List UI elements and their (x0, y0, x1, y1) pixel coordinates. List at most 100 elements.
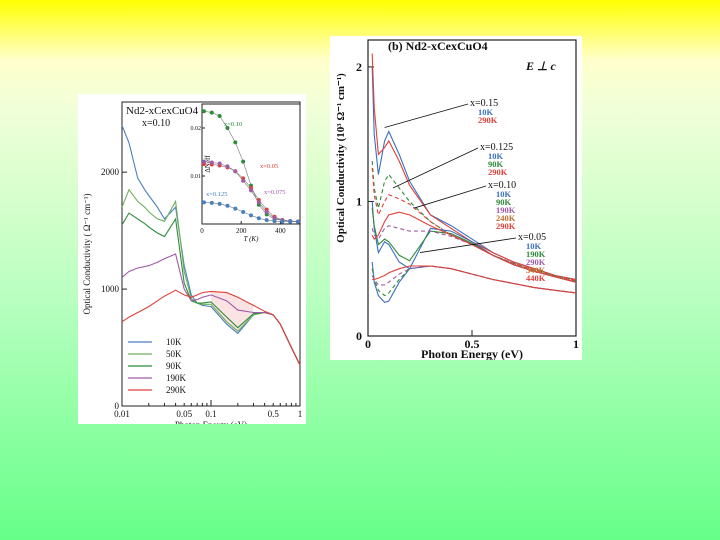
annotation-temp: 440K (526, 273, 546, 283)
annotation-label: x=0.15 (470, 98, 498, 109)
annotation-temp: 240K (496, 213, 516, 223)
inset-point-x=0.10 (233, 140, 238, 145)
series-line-9 (371, 265, 577, 297)
annotation-temp: 290K (478, 115, 498, 125)
inset-y-tick-label: 0.01 (191, 174, 202, 180)
inset-point-x=0.125 (264, 218, 269, 223)
inset-annotation: x=0.05 (260, 163, 278, 170)
inset-point-x=0.075 (209, 160, 214, 165)
inset-frame (201, 103, 301, 225)
inset-point-x=0.125 (288, 219, 293, 224)
series-line-7 (371, 211, 577, 283)
inset-point-x=0.125 (272, 219, 277, 224)
right-chart: 0 0.5 1 0 1 2 Photon Energy (eV) Optical Conduc… (335, 39, 579, 361)
x-tick-label: 0.5 (268, 409, 280, 419)
series-line-190K (121, 253, 301, 366)
x-tick-label: 1 (298, 409, 303, 419)
inset-point-x=0.10 (217, 114, 222, 118)
annotation-temp: 90K (488, 159, 504, 169)
y-tick-label: 2000 (101, 167, 120, 177)
inset-point-x=0.10 (225, 126, 230, 130)
series-line-3 (371, 167, 577, 282)
annotation-arrow (392, 147, 479, 189)
inset-point-x=0.10 (201, 109, 206, 114)
series-line-2 (371, 161, 577, 282)
x-tick-label: 0 (365, 337, 371, 351)
series-line-1 (371, 53, 577, 281)
inset-point-x=0.125 (201, 200, 206, 205)
left-chart: 0.010.050.10.51010002000Photon Energy (e… (82, 101, 303, 430)
legend-label-10K: 10K (166, 337, 182, 347)
inset-annotation: x=0.125 (206, 191, 228, 198)
annotation-temp: 340K (526, 265, 546, 275)
legend-label-50K: 50K (166, 349, 182, 359)
y-tick-label: 2 (356, 60, 362, 74)
annotation-temp: 290K (526, 257, 546, 267)
annotation-temp: 290K (496, 221, 516, 231)
annotation-temp: 10K (488, 151, 504, 161)
x-axis-label: Photon Energy (eV) (421, 347, 523, 360)
annotation-label: x=0.125 (480, 142, 513, 153)
annotation-arrow (413, 185, 487, 209)
inset-x-tick-label: 200 (236, 227, 247, 235)
inset-annotation: x=0.075 (264, 189, 286, 196)
y-tick-label: 0 (115, 401, 120, 411)
inset-point-x=0.075 (264, 210, 269, 214)
annotation-arrow (384, 103, 469, 128)
inset-x-tick-label: 400 (275, 227, 286, 235)
x-axis-label: Photon Energy (eV) (175, 420, 247, 424)
legend-label-190K: 190K (166, 373, 187, 383)
inset-point-x=0.125 (225, 203, 230, 208)
legend-label-290K: 290K (166, 385, 187, 395)
annotation-temp: 190K (496, 205, 516, 215)
annotation-temp: 10K (478, 107, 494, 117)
inset-point-x=0.10 (209, 110, 214, 115)
inset-point-x=0.075 (272, 216, 277, 221)
inset-point-x=0.075 (249, 188, 253, 193)
inset-point-x=0.125 (280, 219, 285, 224)
series-line-290K (121, 289, 301, 366)
inset-point-x=0.075 (241, 178, 246, 183)
chart-title: (b) Nd2-xCexCuO4 (388, 39, 488, 53)
inset-point-x=0.125 (296, 219, 301, 224)
annotation-arrow (419, 237, 517, 253)
inset-point-x=0.125 (256, 216, 261, 221)
inset-point-x=0.075 (225, 164, 230, 169)
right-chart-panel: 0 0.5 1 0 1 2 Photon Energy (eV) Optical Conduc… (330, 36, 582, 361)
x-tick-label: 0.1 (205, 409, 216, 419)
chart-title: Nd2-xCexCuO4 (126, 105, 199, 117)
annotation-temp: 10K (496, 189, 512, 199)
inset-point-x=0.10 (241, 159, 246, 164)
annotation-temp: 290K (488, 167, 508, 177)
left-chart-panel: 0.010.050.10.51010002000Photon Energy (e… (78, 94, 306, 430)
annotation-temp: 90K (496, 197, 512, 207)
x-tick-label: 0.05 (176, 409, 192, 419)
legend-label-90K: 90K (166, 361, 182, 371)
inset-point-x=0.125 (209, 200, 214, 205)
inset-point-x=0.125 (233, 206, 238, 211)
y-tick-label: 0 (356, 329, 362, 343)
chart-subtitle: x=0.10 (142, 118, 170, 129)
annotation-temp: 190K (526, 249, 546, 259)
inset-y-tick-label: 0.02 (191, 126, 202, 132)
chart-subtitle: E ⊥ c (525, 59, 556, 73)
y-axis-label: Optical Conductivity ( Ω⁻¹ cm⁻¹) (82, 193, 92, 314)
x-tick-label: 0.01 (114, 409, 130, 419)
inset-point-x=0.125 (217, 201, 222, 206)
series-line-11 (372, 265, 577, 294)
inset-x-label: T (K) (244, 235, 260, 243)
x-tick-label: 0.5 (465, 337, 480, 351)
inset-point-x=0.075 (217, 161, 222, 166)
inset-point-x=0.075 (256, 200, 261, 205)
inset-x-tick-label: 0 (200, 227, 204, 235)
inset-point-x=0.125 (249, 213, 253, 218)
y-tick-label: 1000 (101, 284, 120, 294)
inset-y-label: ΔNeff (204, 155, 212, 173)
annotation-label: x=0.10 (488, 180, 516, 191)
y-tick-label: 1 (356, 194, 362, 208)
y-axis-label: Optical Conductivity (10³ Ω⁻¹ cm⁻¹) (335, 73, 347, 243)
